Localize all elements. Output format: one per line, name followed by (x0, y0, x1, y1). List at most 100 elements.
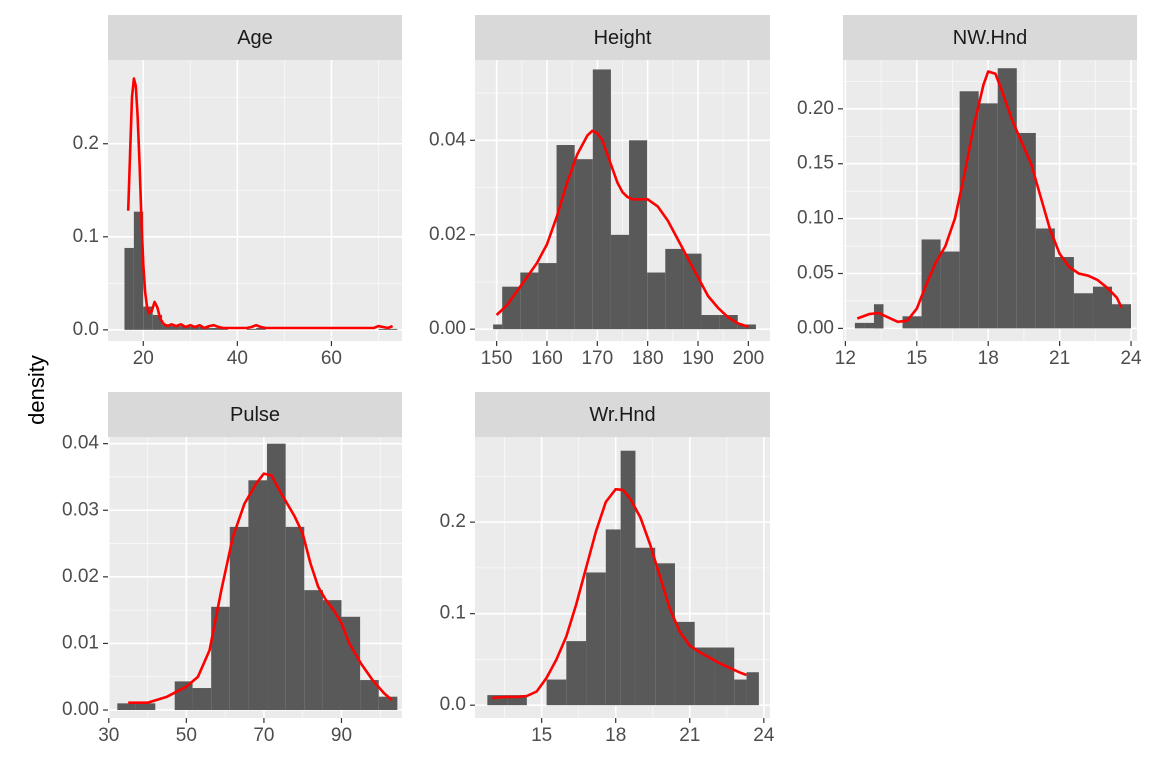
histogram-bar (635, 547, 656, 706)
histogram-bar (229, 526, 249, 711)
major-gridlines-wr-hnd (475, 437, 770, 718)
histogram-bar (133, 211, 144, 330)
histogram-bar (117, 703, 136, 711)
histogram-bar (902, 316, 922, 329)
y-tick-label: 0.2 (73, 133, 99, 154)
density-curve-wr-hnd (492, 487, 747, 700)
histogram-bars-pulse (117, 443, 398, 711)
histogram-bar (1035, 228, 1055, 329)
panel-background-age (108, 60, 402, 341)
histogram-bar (647, 272, 666, 330)
x-tick-label: 24 (753, 725, 775, 746)
x-tick-label: 40 (227, 348, 248, 369)
y-tick-label: 0.04 (62, 433, 99, 454)
facet-strip-label-pulse: Pulse (230, 404, 280, 426)
y-axis-wr-hnd: 0.0 0.1 0.2 (440, 511, 475, 715)
x-tick-label: 20 (133, 348, 154, 369)
y-tick-label: 0.02 (62, 566, 99, 587)
histogram-bar (701, 315, 720, 330)
histogram-bar (921, 239, 941, 329)
histogram-bar (959, 91, 979, 329)
histogram-bar (502, 286, 521, 330)
y-axis-nw-hnd: 0.00 0.05 0.10 0.15 0.20 (797, 98, 843, 338)
histogram-bar (520, 272, 539, 330)
facet-panel-height: Height 150 160 170 180 190 200 0.00 0.02 0.04 (429, 15, 770, 369)
histogram-bar (246, 328, 257, 330)
histogram-bar (322, 600, 342, 711)
histogram-bar (629, 140, 648, 330)
histogram-bar (586, 572, 606, 706)
y-tick-label: 0.04 (429, 129, 466, 150)
y-tick-label: 0.10 (797, 208, 834, 229)
x-tick-label: 50 (176, 725, 197, 746)
histogram-bar (665, 248, 684, 330)
facet-strip-wr-hnd (475, 392, 770, 437)
x-tick-label: 21 (1049, 348, 1070, 369)
histogram-bar (574, 159, 593, 330)
y-axis-age: 0.0 0.1 0.2 (73, 133, 108, 340)
histogram-bar (1073, 293, 1093, 329)
x-tick-label: 15 (531, 725, 552, 746)
y-tick-label: 0.15 (797, 153, 834, 174)
histogram-bar (538, 263, 557, 330)
histogram-bar (267, 443, 286, 711)
histogram-bar (610, 234, 630, 330)
histogram-bar (683, 253, 702, 330)
y-axis-pulse: 0.00 0.01 0.02 0.03 0.04 (62, 433, 108, 720)
histogram-bar (655, 563, 675, 706)
histogram-bar (493, 324, 503, 330)
histogram-bar (940, 251, 960, 329)
histogram-bar (556, 145, 575, 330)
y-axis-title: density (24, 355, 49, 425)
y-tick-label: 0.1 (440, 603, 466, 624)
facet-strip-label-age: Age (237, 27, 273, 49)
histogram-bar (124, 247, 134, 330)
histogram-bar (997, 68, 1017, 329)
histogram-bar (387, 328, 398, 330)
x-axis-height: 150 160 170 180 190 200 (481, 341, 764, 369)
x-tick-label: 180 (632, 348, 664, 369)
histogram-bar (620, 450, 636, 706)
x-tick-label: 150 (481, 348, 513, 369)
facet-strip-label-nw-hnd: NW.Hnd (953, 27, 1027, 49)
histogram-bar (734, 679, 747, 706)
histogram-bar (694, 647, 715, 706)
x-tick-label: 190 (682, 348, 714, 369)
histogram-bar (211, 606, 230, 711)
facet-strip-height (475, 15, 770, 60)
facet-panel-nw-hnd: NW.Hnd 12 15 18 21 24 0.00 0.05 0.10 0.15 0.20 (797, 15, 1142, 369)
histogram-bar (360, 680, 379, 711)
histogram-bar (378, 696, 398, 711)
x-tick-label: 18 (978, 348, 999, 369)
x-axis-nw-hnd: 12 15 18 21 24 (835, 341, 1142, 369)
x-tick-label: 18 (605, 725, 626, 746)
facet-strip-pulse (108, 392, 402, 437)
histogram-bar (256, 327, 266, 330)
y-tick-label: 0.20 (797, 98, 834, 119)
histogram-bar (714, 647, 735, 706)
x-tick-label: 60 (321, 348, 342, 369)
histogram-bar (171, 326, 181, 330)
histogram-bar (1112, 304, 1132, 329)
y-tick-label: 0.2 (440, 511, 466, 532)
histogram-bar (174, 681, 193, 711)
histogram-bar (190, 327, 200, 330)
density-curve-height (495, 129, 749, 329)
y-tick-label: 0.0 (73, 319, 99, 340)
y-tick-label: 0.00 (797, 317, 834, 338)
histogram-bar (304, 590, 323, 711)
facet-strip-label-wr-hnd: Wr.Hnd (589, 404, 655, 426)
x-tick-label: 21 (679, 725, 700, 746)
histogram-bar (143, 306, 153, 330)
histogram-bar (674, 621, 695, 706)
facet-panel-age: Age 20 40 60 0.0 0.1 0.2 (73, 15, 402, 369)
histogram-bar (507, 695, 527, 706)
x-tick-label: 160 (531, 348, 563, 369)
histogram-bar (285, 526, 305, 711)
y-tick-label: 0.03 (62, 499, 99, 520)
y-tick-label: 0.01 (62, 632, 99, 653)
x-tick-label: 24 (1120, 348, 1142, 369)
histogram-bars-nw-hnd (854, 68, 1132, 329)
y-tick-label: 0.02 (429, 224, 466, 245)
histogram-bar (248, 480, 268, 711)
